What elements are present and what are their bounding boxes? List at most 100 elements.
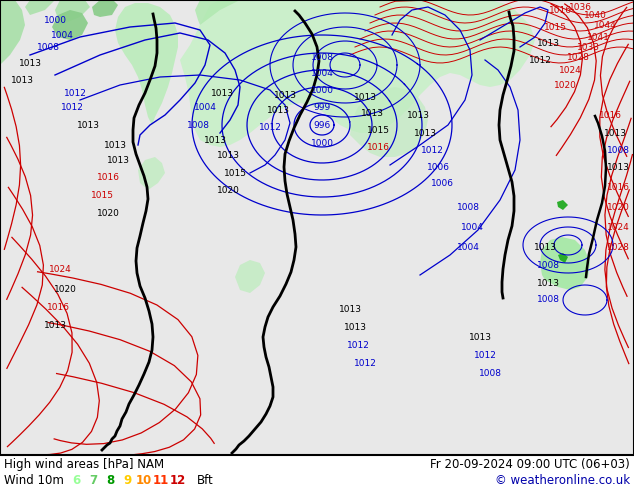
Text: Bft: Bft	[197, 473, 214, 487]
Text: High wind areas [hPa] NAM: High wind areas [hPa] NAM	[4, 458, 164, 470]
Text: 1020: 1020	[553, 80, 576, 90]
Text: 1016: 1016	[46, 302, 70, 312]
Text: 1013: 1013	[107, 155, 129, 165]
Polygon shape	[540, 237, 590, 290]
Text: Fr 20-09-2024 09:00 UTC (06+03): Fr 20-09-2024 09:00 UTC (06+03)	[430, 458, 630, 470]
Text: 1013: 1013	[77, 121, 100, 129]
Text: 1013: 1013	[11, 75, 34, 84]
Text: 1004: 1004	[456, 243, 479, 251]
Text: 999: 999	[313, 102, 330, 112]
Text: 1041: 1041	[586, 32, 609, 42]
Text: 1013: 1013	[607, 163, 630, 172]
Text: 1013: 1013	[354, 93, 377, 101]
Polygon shape	[92, 0, 118, 17]
Text: 1006: 1006	[427, 163, 450, 172]
Text: 1008: 1008	[311, 52, 333, 62]
Text: 1015: 1015	[366, 125, 389, 134]
Text: 1013: 1013	[339, 305, 361, 315]
Text: 6: 6	[72, 473, 80, 487]
Text: 1013: 1013	[18, 58, 41, 68]
Text: 1013: 1013	[266, 105, 290, 115]
Text: 1013: 1013	[103, 141, 127, 149]
Polygon shape	[25, 0, 55, 15]
Text: 1044: 1044	[593, 21, 616, 29]
Text: 1013: 1013	[413, 128, 436, 138]
Text: 1016: 1016	[548, 5, 571, 15]
Text: 12: 12	[170, 473, 186, 487]
Text: 1012: 1012	[354, 359, 377, 368]
Text: 1004: 1004	[51, 30, 74, 40]
Polygon shape	[138, 157, 165, 190]
Polygon shape	[0, 0, 25, 65]
Text: 1028: 1028	[607, 243, 630, 251]
Text: 1000: 1000	[311, 139, 333, 147]
Text: 1020: 1020	[217, 186, 240, 195]
Text: 1013: 1013	[204, 136, 226, 145]
Text: 1013: 1013	[210, 89, 233, 98]
Polygon shape	[55, 0, 90, 25]
Text: 1033: 1033	[576, 43, 600, 51]
Text: 1013: 1013	[406, 111, 429, 120]
Text: 1012: 1012	[61, 102, 84, 112]
Text: 1000: 1000	[311, 85, 333, 95]
Text: 1008: 1008	[479, 368, 501, 377]
Polygon shape	[195, 0, 240, 25]
Polygon shape	[115, 3, 178, 125]
Text: 1024: 1024	[607, 222, 630, 231]
Text: 1024: 1024	[559, 66, 581, 74]
Text: 1000: 1000	[44, 16, 67, 24]
Text: 1013: 1013	[536, 278, 559, 288]
Polygon shape	[180, 0, 535, 147]
Text: 1013: 1013	[344, 322, 366, 332]
Text: Wind 10m: Wind 10m	[4, 473, 64, 487]
Polygon shape	[558, 253, 568, 263]
Text: 1016: 1016	[96, 172, 119, 181]
Text: 1020: 1020	[96, 209, 119, 218]
Text: 1012: 1012	[63, 89, 86, 98]
Text: 9: 9	[123, 473, 131, 487]
Text: 1040: 1040	[583, 10, 607, 20]
Polygon shape	[350, 87, 428, 157]
Text: 1013: 1013	[44, 320, 67, 329]
Polygon shape	[235, 260, 265, 293]
Text: © weatheronline.co.uk: © weatheronline.co.uk	[495, 473, 630, 487]
Text: 1013: 1013	[361, 108, 384, 118]
Text: 1016: 1016	[598, 111, 621, 120]
Polygon shape	[52, 10, 88, 40]
Text: 1008: 1008	[607, 146, 630, 154]
Text: 1008: 1008	[37, 43, 60, 51]
Text: 1013: 1013	[273, 91, 297, 99]
Text: 1008: 1008	[536, 295, 559, 304]
Text: 1020: 1020	[53, 286, 77, 294]
Text: 1004: 1004	[460, 222, 484, 231]
Text: 1015: 1015	[224, 169, 247, 177]
Text: 1012: 1012	[259, 122, 281, 131]
Polygon shape	[557, 200, 568, 210]
Text: 1024: 1024	[49, 266, 72, 274]
Text: 1012: 1012	[474, 350, 496, 360]
Text: 1013: 1013	[604, 128, 626, 138]
Text: 1012: 1012	[529, 55, 552, 65]
Text: 1012: 1012	[347, 341, 370, 349]
Text: 1013: 1013	[469, 333, 491, 342]
Text: 1013: 1013	[216, 150, 240, 160]
Text: 1008: 1008	[186, 121, 209, 129]
Text: 1004: 1004	[311, 69, 333, 77]
Text: 11: 11	[153, 473, 169, 487]
Text: 996: 996	[313, 121, 330, 129]
Text: 1006: 1006	[430, 178, 453, 188]
Text: 1013: 1013	[533, 243, 557, 251]
Text: 1036: 1036	[569, 2, 592, 11]
Text: 1015: 1015	[543, 23, 567, 31]
Text: 8: 8	[106, 473, 114, 487]
Text: 1012: 1012	[420, 146, 443, 154]
Text: 1028: 1028	[567, 52, 590, 62]
Text: 1013: 1013	[536, 39, 559, 48]
Text: 1004: 1004	[193, 102, 216, 112]
Text: 1016: 1016	[607, 182, 630, 192]
Text: 1016: 1016	[366, 143, 389, 151]
Text: 1008: 1008	[536, 261, 559, 270]
Text: 1020: 1020	[607, 202, 630, 212]
Text: 1008: 1008	[456, 202, 479, 212]
Text: 7: 7	[89, 473, 97, 487]
